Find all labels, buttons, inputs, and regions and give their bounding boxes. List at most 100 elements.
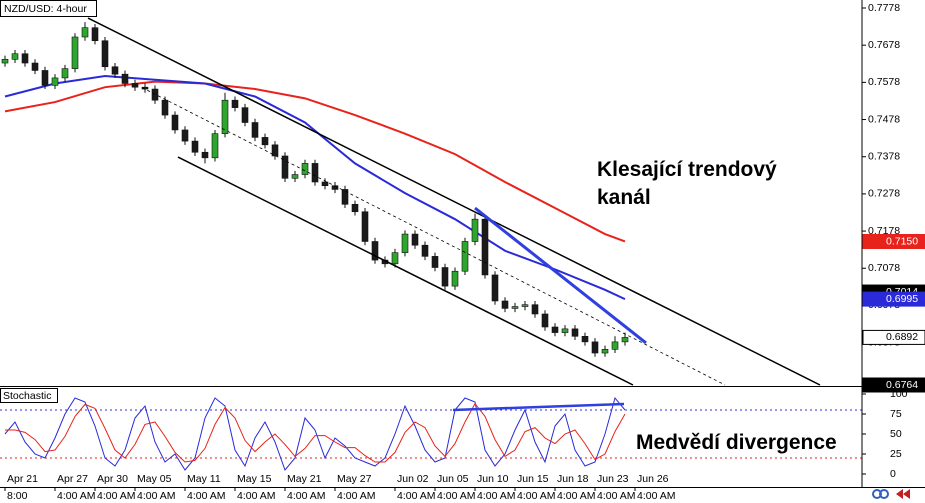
x-tick-label: Jun 02 — [397, 473, 429, 485]
x-tick-label: Jun 26 — [637, 473, 669, 485]
candle-body — [161, 99, 169, 116]
candle-body — [341, 189, 349, 205]
x-tick-label: Jun 05 — [437, 473, 469, 485]
x-tick-label: May 11 — [187, 473, 221, 485]
candle-body — [71, 36, 79, 69]
link-icon[interactable] — [879, 489, 889, 499]
price-tag-label: 0.6764 — [886, 379, 918, 391]
x-time-label: 4:00 AM — [477, 490, 516, 502]
price-tag — [862, 329, 925, 345]
candle-body — [521, 304, 529, 307]
candle-body — [51, 77, 59, 86]
chart-title: NZD/USD: 4-hour — [4, 3, 87, 15]
candle-body — [591, 341, 599, 354]
candle-body — [451, 270, 459, 287]
candle-body — [491, 274, 499, 302]
price-pane — [1, 17, 821, 386]
candle-body — [611, 341, 619, 350]
x-tick-label: Apr 27 — [57, 473, 88, 485]
stoch-y-tick-label: 75 — [890, 408, 902, 420]
y-tick-label: 0.7678 — [868, 39, 900, 51]
candle-body — [411, 233, 419, 246]
candle-body — [261, 137, 269, 146]
annotation: Klesající trendový — [597, 158, 777, 181]
candle-body — [81, 27, 89, 38]
stoch-y-tick-label: 50 — [890, 428, 902, 440]
x-tick-label: May 21 — [287, 473, 322, 485]
candle-body — [501, 300, 509, 309]
moving-average — [4, 80, 626, 243]
candle-body — [101, 40, 109, 68]
x-tick-label: May 27 — [337, 473, 372, 485]
candle-body — [541, 313, 549, 328]
scroll-icon[interactable] — [896, 489, 910, 499]
candle-body — [311, 163, 319, 183]
candle-body — [371, 241, 379, 261]
candle-body — [111, 66, 119, 75]
candle-body — [281, 155, 289, 179]
x-time-label: 4:00 AM — [287, 490, 326, 502]
x-time-label: 4:00 AM — [437, 490, 476, 502]
candle-body — [401, 233, 409, 253]
x-time-label: 4:00 AM — [57, 490, 96, 502]
candle-body — [291, 174, 299, 179]
candle-body — [531, 304, 539, 315]
y-tick-label: 0.7578 — [868, 76, 900, 88]
x-time-label: 4:00 AM — [637, 490, 676, 502]
candle-body — [241, 107, 249, 123]
stoch-y-tick-label: 0 — [890, 468, 896, 480]
x-time-label: 4:00 AM — [397, 490, 436, 502]
candle-body — [321, 181, 329, 187]
price-tag — [862, 233, 925, 249]
stoch-line — [5, 402, 626, 463]
candle-body — [231, 99, 239, 108]
x-time-label: 4:00 AM — [137, 490, 176, 502]
candle-body — [621, 337, 629, 343]
x-tick-label: Jun 10 — [477, 473, 509, 485]
candle-body — [271, 144, 279, 157]
annotation: Medvědí divergence — [636, 431, 837, 454]
candle-body — [481, 218, 489, 276]
candle-body — [351, 204, 359, 213]
candle-body — [601, 349, 609, 354]
x-time-label: 4:00 AM — [597, 490, 636, 502]
x-time-label: 4:00 AM — [517, 490, 556, 502]
candle-body — [211, 133, 219, 159]
y-tick-label: 0.7378 — [868, 150, 900, 162]
candle-body — [421, 244, 429, 257]
divergence-line — [452, 402, 625, 412]
x-time-label: 8:00 — [7, 490, 28, 502]
x-time-label: 4:00 AM — [557, 490, 596, 502]
candle-body — [181, 129, 189, 142]
trendline — [87, 17, 821, 386]
stoch-y-tick-label: 25 — [890, 448, 902, 460]
x-tick-label: Apr 21 — [7, 473, 38, 485]
candle-body — [171, 114, 179, 131]
x-tick-label: Apr 30 — [97, 473, 128, 485]
title-box — [0, 0, 97, 17]
candle-body — [441, 267, 449, 287]
price-tag-label: 0.6995 — [886, 293, 918, 305]
candle-body — [511, 306, 519, 309]
candle-body — [551, 326, 559, 333]
candle-body — [201, 151, 209, 159]
price-tag-label: 0.7150 — [886, 235, 918, 247]
candle-body — [251, 122, 259, 138]
candle-body — [391, 252, 399, 265]
candle-body — [191, 140, 199, 153]
candle-body — [61, 68, 69, 79]
candle-body — [431, 256, 439, 268]
trendline — [141, 87, 726, 386]
annotation: kanál — [597, 186, 651, 209]
x-time-label: 4:00 AM — [97, 490, 136, 502]
y-tick-label: 0.7478 — [868, 113, 900, 125]
candle-body — [221, 99, 229, 134]
x-tick-label: May 15 — [237, 473, 272, 485]
price-tag — [862, 377, 925, 393]
stochastic-pane — [0, 396, 862, 471]
x-time-label: 4:00 AM — [187, 490, 226, 502]
y-tick-label: 0.7278 — [868, 188, 900, 200]
candle-body — [141, 86, 149, 90]
